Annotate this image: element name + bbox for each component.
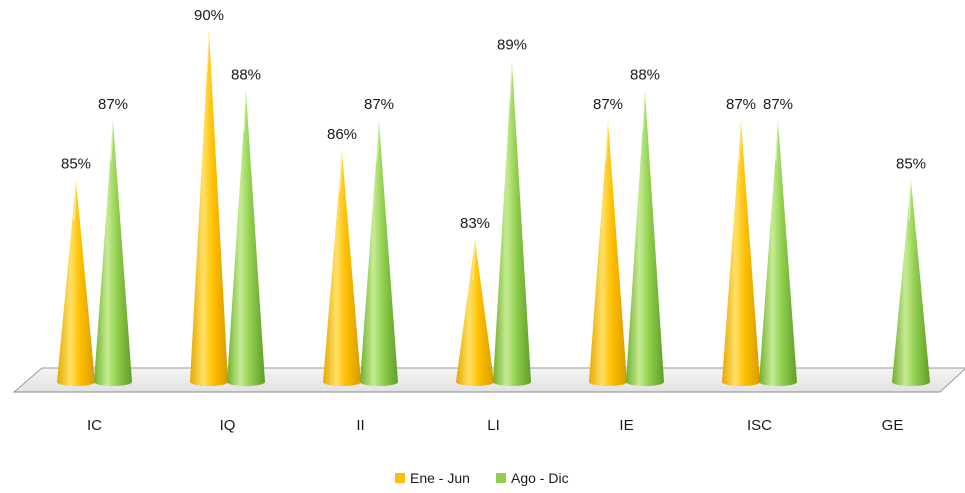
x-tick-label-ic: IC [87, 417, 102, 434]
data-label-ago-dic-ge: 85% [896, 156, 926, 173]
cone-ago-dic-isc [759, 121, 797, 387]
data-label-ago-dic-ic: 87% [98, 96, 128, 113]
chart-cones [57, 31, 930, 387]
cone-ene-jun-li [456, 239, 494, 386]
legend-item-ene-jun: Ene - Jun [395, 470, 470, 486]
x-tick-label-ie: IE [619, 417, 633, 434]
cone-ago-dic-ge [892, 180, 930, 386]
data-label-ago-dic-iq: 88% [231, 66, 261, 83]
x-tick-label-ge: GE [882, 417, 904, 434]
cone-ago-dic-ie [626, 91, 664, 386]
cone-ene-jun-ic [57, 180, 95, 386]
cone-ago-dic-ii [360, 121, 398, 387]
x-tick-label-ii: II [356, 417, 364, 434]
data-label-ago-dic-ie: 88% [630, 66, 660, 83]
cone-ago-dic-ic [94, 121, 132, 387]
cone-ene-jun-ii [323, 150, 361, 386]
data-label-ago-dic-li: 89% [497, 37, 527, 54]
legend-swatch-ene-jun [395, 473, 405, 483]
data-label-ago-dic-isc: 87% [763, 96, 793, 113]
x-tick-label-isc: ISC [747, 417, 772, 434]
x-tick-label-li: LI [487, 417, 500, 434]
chart-data-labels: 85% 87% 90% 88% 86% 87% 83% 89% 87% 88% 87% 87% 85% [61, 7, 926, 232]
legend-label-ago-dic: Ago - Dic [511, 470, 569, 486]
cone-ene-jun-iq [190, 31, 228, 386]
data-label-ene-jun-li: 83% [460, 215, 490, 232]
cone-ago-dic-li [493, 61, 531, 386]
legend-label-ene-jun: Ene - Jun [410, 470, 470, 486]
data-label-ene-jun-ii: 86% [327, 126, 357, 143]
cone-ago-dic-iq [227, 91, 265, 386]
data-label-ene-jun-ie: 87% [593, 96, 623, 113]
data-label-ene-jun-ic: 85% [61, 156, 91, 173]
data-label-ene-jun-isc: 87% [726, 96, 756, 113]
legend: Ene - Jun Ago - Dic [395, 470, 569, 486]
cone-ene-jun-ie [589, 121, 627, 387]
x-axis-tick-labels: IC IQ II LI IE ISC GE [87, 417, 903, 434]
x-tick-label-iq: IQ [220, 417, 236, 434]
legend-swatch-ago-dic [496, 473, 506, 483]
cone-ene-jun-isc [722, 121, 760, 387]
legend-item-ago-dic: Ago - Dic [496, 470, 569, 486]
data-label-ago-dic-ii: 87% [364, 96, 394, 113]
data-label-ene-jun-iq: 90% [194, 7, 224, 24]
